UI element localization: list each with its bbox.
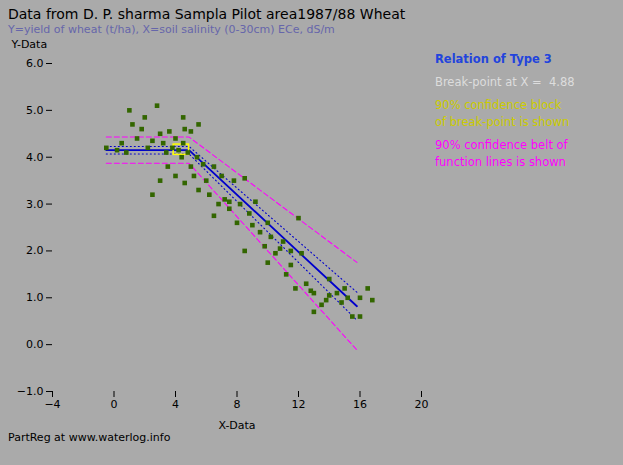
html-text:Break-point at X = 4.88: Break-point at X = 4.88 <box>435 75 575 89</box>
svg-text:0: 0 <box>111 398 118 411</box>
html-text:Relation of Type 3: Relation of Type 3 <box>435 52 552 66</box>
svg-text:8: 8 <box>234 398 241 411</box>
svg-text:−1.0: −1.0 <box>17 385 44 398</box>
svg-text:4.0: 4.0 <box>26 151 44 164</box>
html-text:90% confidence block: 90% confidence block <box>435 98 562 112</box>
svg-text:0.0: 0.0 <box>26 338 44 351</box>
svg-text:1.0: 1.0 <box>26 291 44 304</box>
html-text:Data from D. P. sharma Sampla: Data from D. P. sharma Sampla Pilot area… <box>8 6 406 22</box>
svg-text:3.0: 3.0 <box>26 198 44 211</box>
svg-text:6.0: 6.0 <box>26 57 44 70</box>
svg-text:X-Data: X-Data <box>218 419 255 432</box>
svg-text:−4: −4 <box>44 398 60 411</box>
svg-text:2.0: 2.0 <box>26 244 44 257</box>
html-text:90% confidence belt of: 90% confidence belt of <box>435 138 568 152</box>
svg-text:Y-Data: Y-Data <box>11 38 48 51</box>
svg-text:12: 12 <box>292 398 306 411</box>
html-text:of break-point is shown: of break-point is shown <box>435 115 570 129</box>
html-text:PartReg at www.waterlog.info: PartReg at www.waterlog.info <box>8 431 171 444</box>
html-text:Y=yield of wheat (t/ha), X=soi: Y=yield of wheat (t/ha), X=soil salinity… <box>8 23 335 36</box>
svg-text:4: 4 <box>172 398 179 411</box>
svg-text:16: 16 <box>353 398 367 411</box>
svg-text:20: 20 <box>415 398 429 411</box>
svg-text:5.0: 5.0 <box>26 104 44 117</box>
html-text:function lines is shown: function lines is shown <box>435 155 566 169</box>
